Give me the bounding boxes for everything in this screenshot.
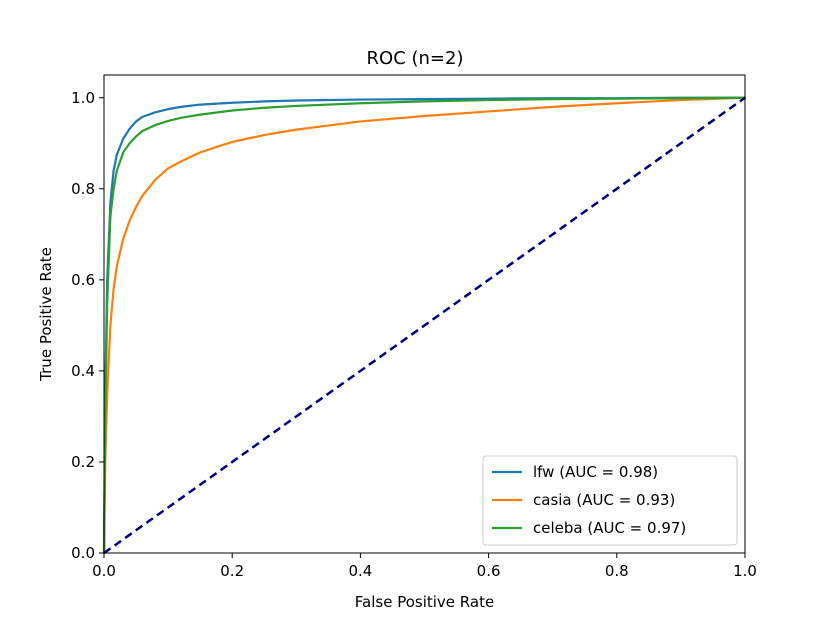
legend-entry: casia (AUC = 0.93) <box>533 491 675 509</box>
y-tick-label: 0.8 <box>71 180 95 198</box>
plot-area <box>102 96 747 555</box>
x-axis: 0.0 0.2 0.4 0.6 0.8 1.0 <box>92 553 757 580</box>
series-line-2 <box>102 96 747 555</box>
x-axis-label: False Positive Rate <box>355 593 494 611</box>
x-tick-label: 0.2 <box>220 562 244 580</box>
y-tick-label: 0.4 <box>71 362 95 380</box>
y-axis: 0.0 0.2 0.4 0.6 0.8 1.0 <box>71 89 104 562</box>
x-tick-label: 1.0 <box>733 562 757 580</box>
x-tick-label: 0.0 <box>92 562 116 580</box>
x-tick-label: 0.8 <box>605 562 629 580</box>
legend-entry: lfw (AUC = 0.98) <box>533 463 658 481</box>
y-axis-label: True Positive Rate <box>37 247 55 382</box>
y-tick-label: 0.2 <box>71 453 95 471</box>
plot-frame <box>103 74 746 554</box>
series-line-1 <box>102 96 747 555</box>
legend-frame <box>482 455 738 546</box>
y-tick-label: 1.0 <box>71 89 95 107</box>
diagonal-reference-line <box>103 96 746 555</box>
chart-title: ROC (n=2) <box>367 48 464 69</box>
y-tick-label: 0.0 <box>71 544 95 562</box>
series-line-0 <box>102 96 747 555</box>
x-tick-label: 0.4 <box>348 562 372 580</box>
legend-entry: celeba (AUC = 0.97) <box>533 519 686 537</box>
y-tick-label: 0.6 <box>71 271 95 289</box>
x-tick-label: 0.6 <box>477 562 501 580</box>
legend: lfw (AUC = 0.98) casia (AUC = 0.93) celeba… <box>482 455 738 546</box>
